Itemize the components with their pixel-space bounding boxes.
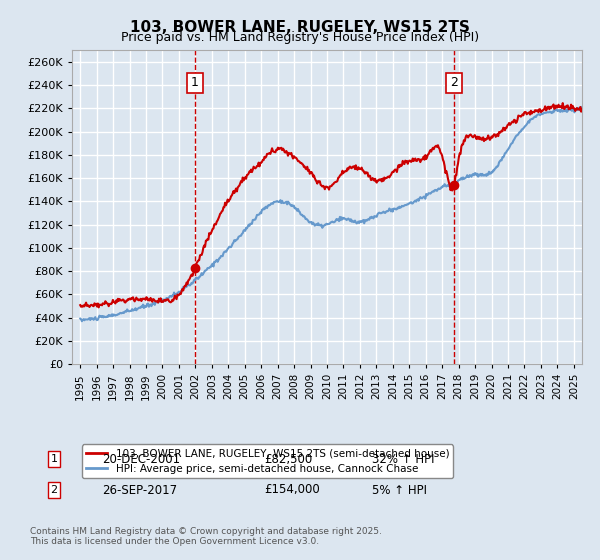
- Text: 1: 1: [191, 76, 199, 90]
- Text: Price paid vs. HM Land Registry's House Price Index (HPI): Price paid vs. HM Land Registry's House …: [121, 31, 479, 44]
- Text: 32% ↑ HPI: 32% ↑ HPI: [372, 452, 434, 466]
- Text: £154,000: £154,000: [264, 483, 320, 497]
- Text: 20-DEC-2001: 20-DEC-2001: [102, 452, 180, 466]
- Text: Contains HM Land Registry data © Crown copyright and database right 2025.
This d: Contains HM Land Registry data © Crown c…: [30, 526, 382, 546]
- Text: 2: 2: [50, 485, 58, 495]
- Text: 5% ↑ HPI: 5% ↑ HPI: [372, 483, 427, 497]
- Legend: 103, BOWER LANE, RUGELEY, WS15 2TS (semi-detached house), HPI: Average price, se: 103, BOWER LANE, RUGELEY, WS15 2TS (semi…: [82, 445, 454, 478]
- Text: 26-SEP-2017: 26-SEP-2017: [102, 483, 177, 497]
- Text: 103, BOWER LANE, RUGELEY, WS15 2TS: 103, BOWER LANE, RUGELEY, WS15 2TS: [130, 20, 470, 35]
- Text: 2: 2: [450, 76, 458, 90]
- Text: 1: 1: [50, 454, 58, 464]
- Text: £82,500: £82,500: [264, 452, 312, 466]
